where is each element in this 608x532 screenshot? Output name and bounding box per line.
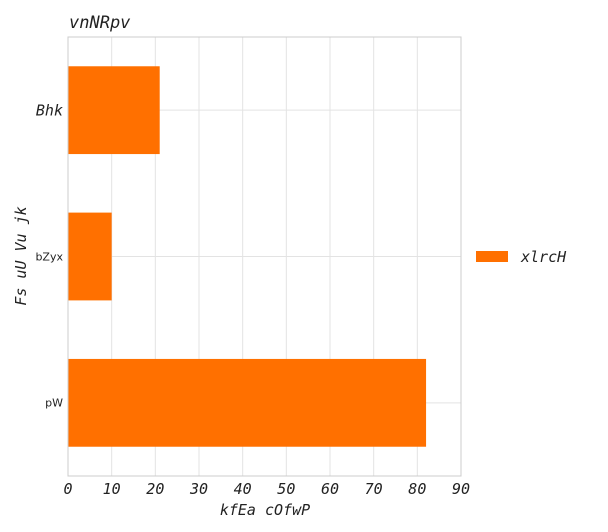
y-axis-label: Fs uU Vu jk	[12, 206, 30, 305]
x-tick-label: 70	[365, 480, 383, 498]
x-tick-labels: 0 10 20 30 40 50 60 70 80 90	[63, 480, 470, 498]
y-tick-label: Bhk	[36, 101, 63, 119]
legend-label: xlrcH	[520, 248, 567, 266]
y-tick-label: pW	[45, 397, 63, 410]
x-tick-label: 30	[189, 480, 208, 498]
bar-pW	[68, 358, 427, 447]
bar-bZyx	[68, 212, 112, 301]
x-tick-label: 80	[408, 480, 426, 498]
y-tick-label: bZyx	[35, 250, 63, 263]
legend-swatch	[476, 251, 508, 262]
x-tick-label: 40	[234, 480, 252, 498]
x-tick-label: 90	[452, 480, 470, 498]
x-tick-label: 0	[63, 480, 72, 498]
bar-layer	[68, 66, 427, 447]
x-tick-label: 60	[321, 480, 339, 498]
x-tick-label: 50	[277, 480, 295, 498]
x-axis-label: kfEa cOfwP	[220, 501, 310, 519]
x-tick-label: 20	[146, 480, 164, 498]
bar-Bhk	[68, 66, 160, 155]
x-tick-label: 10	[103, 480, 121, 498]
chart-title: vnNRpv	[69, 13, 131, 33]
y-tick-labels: Bhk bZyx pW	[35, 101, 63, 409]
plot-frame	[67, 36, 462, 477]
legend: xlrcH	[476, 248, 567, 266]
